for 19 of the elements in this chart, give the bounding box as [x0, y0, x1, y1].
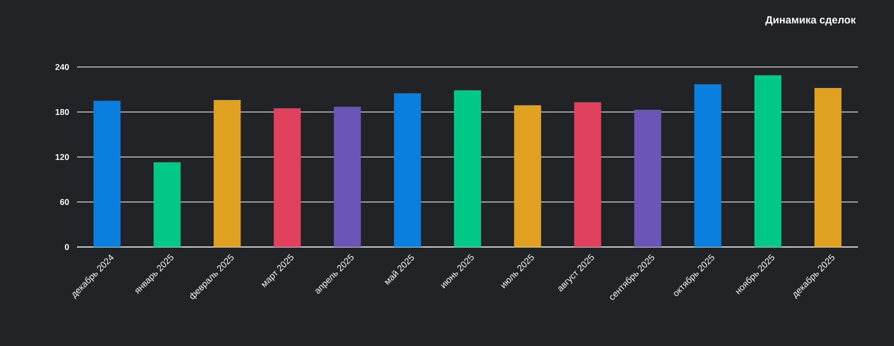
bar	[694, 84, 722, 247]
y-tick-label: 240	[55, 64, 69, 70]
y-tick-label: 120	[56, 154, 69, 160]
bar	[754, 75, 782, 247]
y-tick-label: 0	[64, 244, 69, 250]
bar	[214, 100, 241, 247]
y-tick-label: 180	[56, 109, 69, 115]
bar	[274, 108, 301, 247]
bar	[394, 93, 421, 247]
bar	[574, 102, 602, 247]
bar	[94, 100, 121, 247]
bar	[154, 162, 181, 247]
chart-title: Динамика сделок	[765, 16, 856, 26]
bar	[334, 106, 361, 247]
bar	[634, 110, 662, 247]
bar	[814, 88, 842, 247]
y-tick-label: 60	[60, 199, 69, 205]
bar	[454, 90, 482, 247]
bar	[514, 105, 542, 247]
